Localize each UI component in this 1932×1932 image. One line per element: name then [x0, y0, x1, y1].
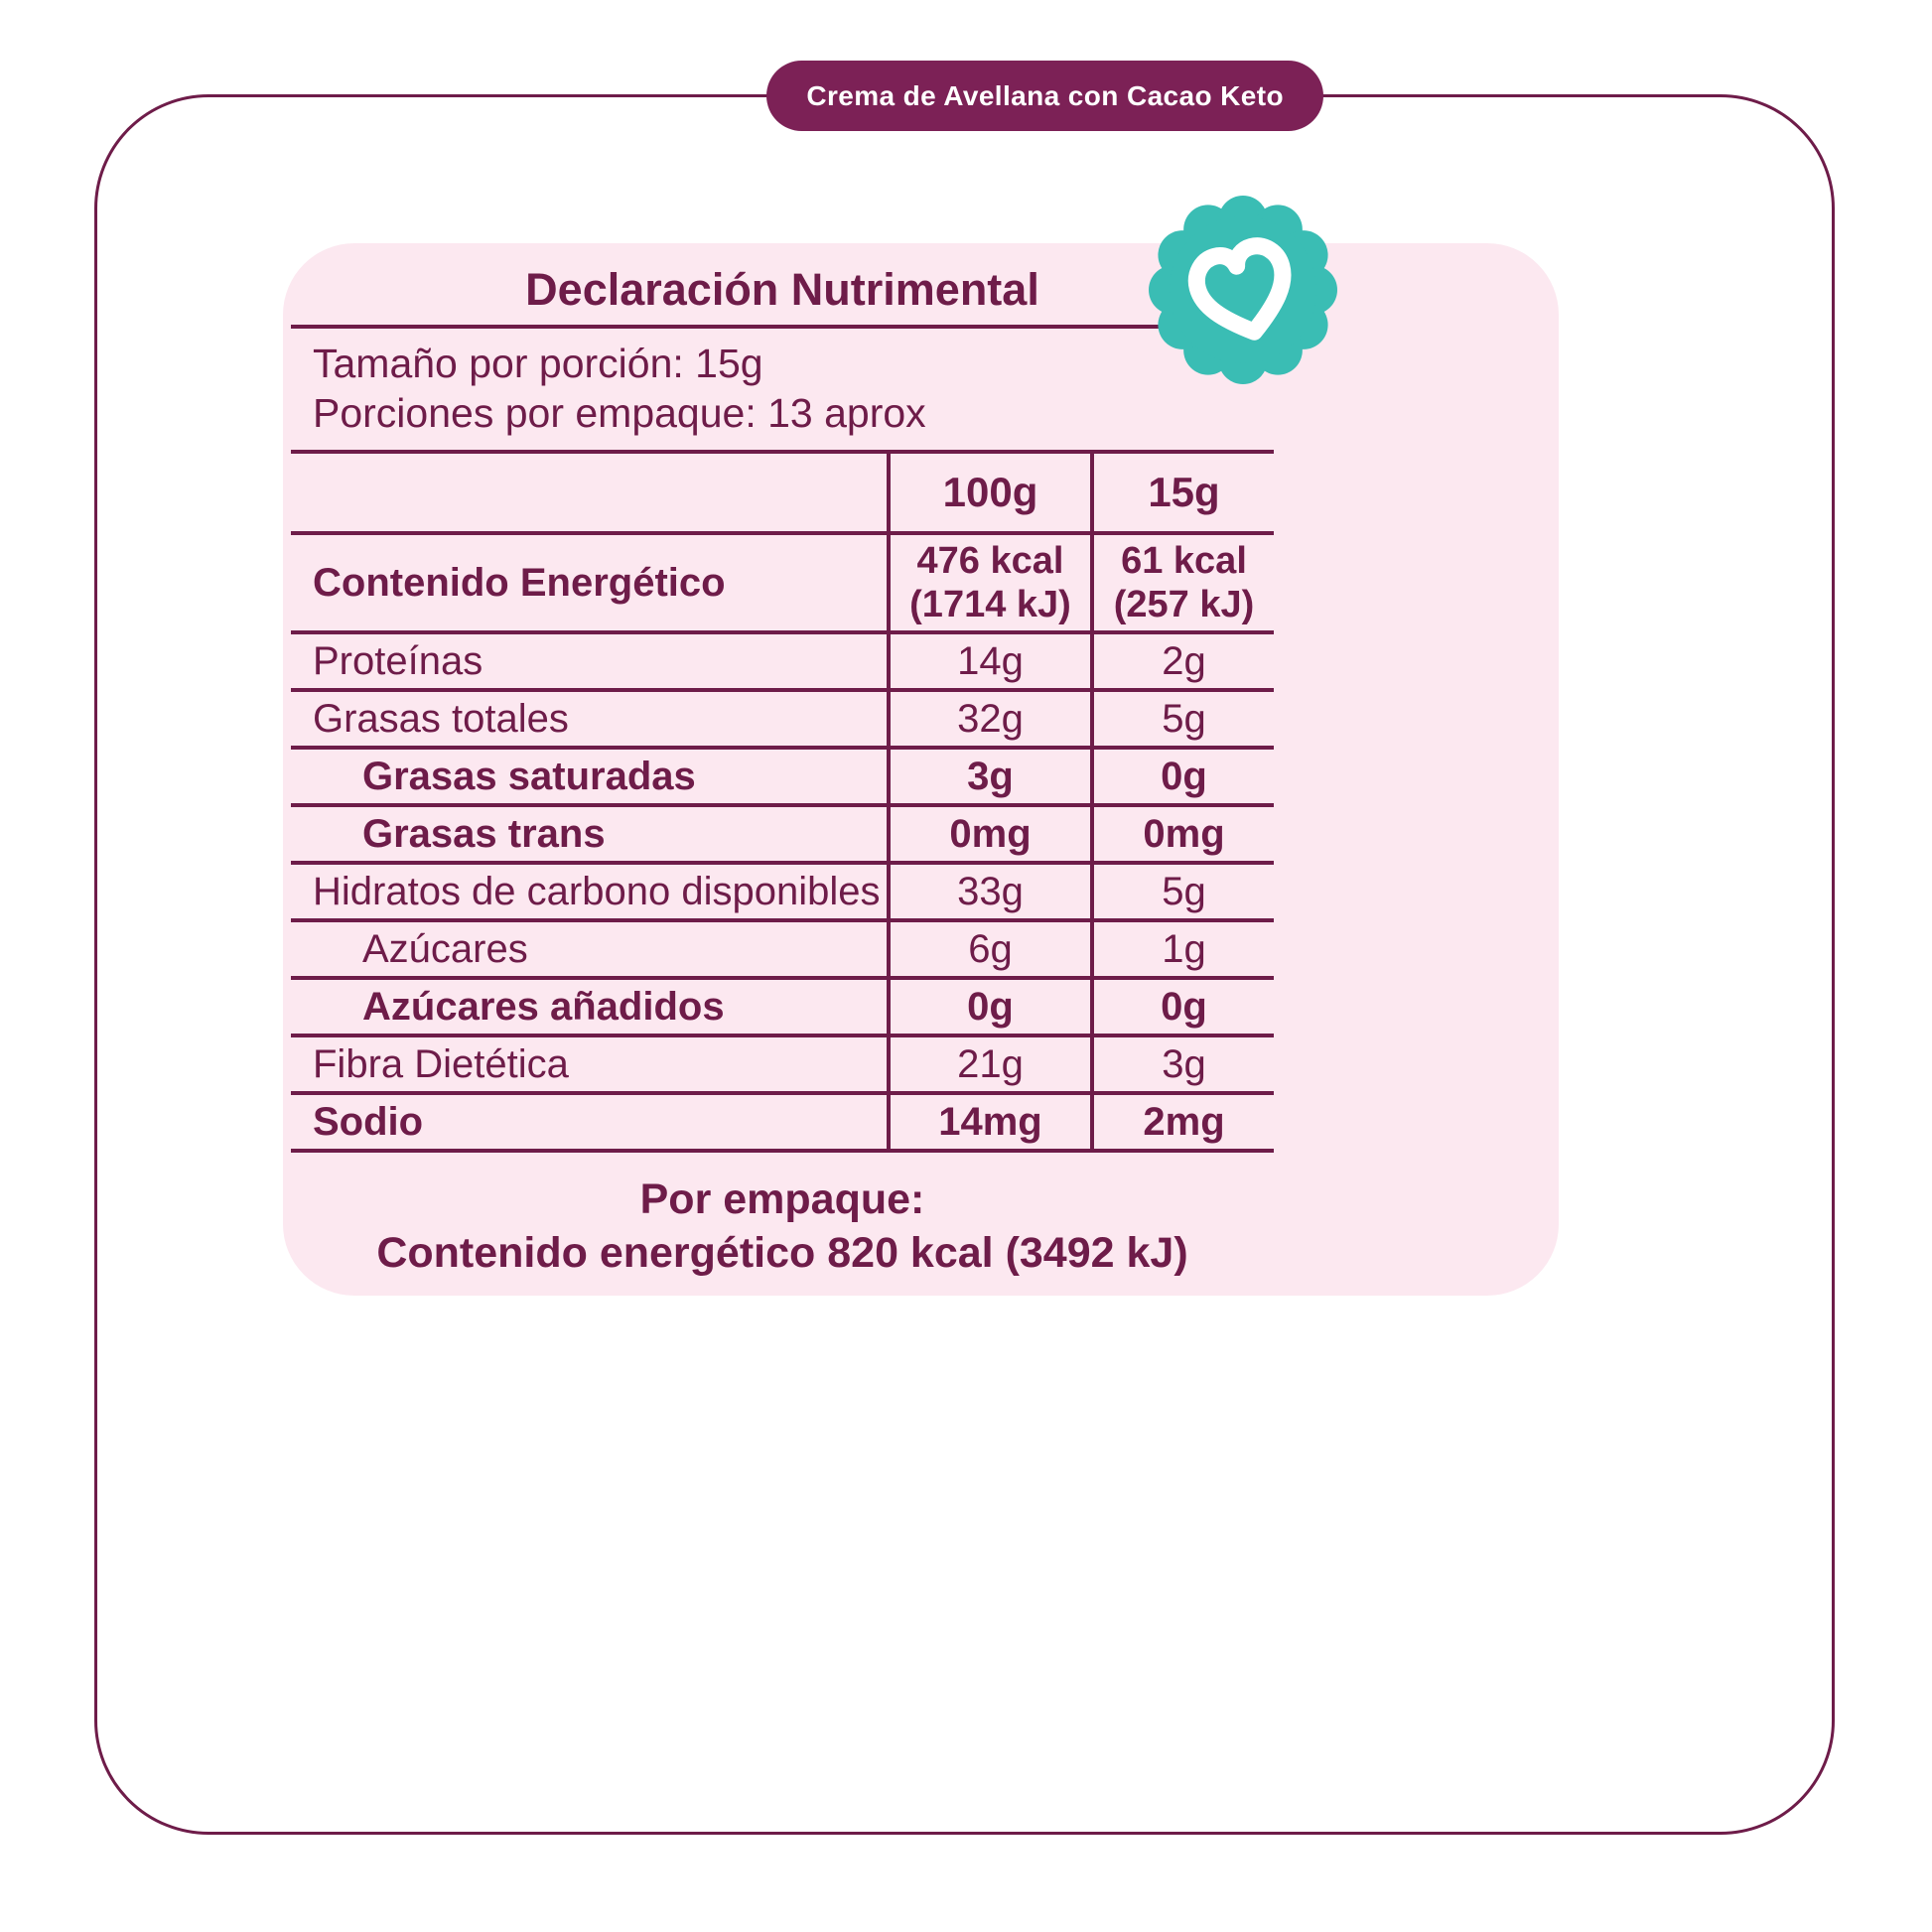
- serving-size-text: Tamaño por porción: 15g: [313, 341, 763, 386]
- row-label: Sodio: [313, 1099, 424, 1144]
- table-row: Grasas saturadas 3g 0g: [291, 750, 1274, 807]
- table-row: Grasas totales 32g 5g: [291, 692, 1274, 750]
- table-row: Contenido Energético 476 kcal (1714 kJ) …: [291, 535, 1274, 634]
- header-empty-cell: [291, 454, 887, 531]
- row-value-15g: 5g: [1090, 692, 1274, 746]
- row-value-15g: 3g: [1090, 1037, 1274, 1091]
- nutrition-table: 100g 15g Contenido Energético 476 kcal (…: [291, 454, 1274, 1153]
- row-label: Grasas saturadas: [362, 754, 696, 798]
- row-value-100g: 14g: [887, 634, 1090, 688]
- table-row: Sodio 14mg 2mg: [291, 1095, 1274, 1153]
- row-value-100g: 0g: [887, 980, 1090, 1034]
- row-value-100g: 32g: [887, 692, 1090, 746]
- row-label: Hidratos de carbono disponibles: [313, 869, 881, 913]
- row-label: Azúcares añadidos: [362, 984, 725, 1029]
- table-row: Azúcares 6g 1g: [291, 922, 1274, 980]
- row-label: Proteínas: [313, 638, 483, 683]
- row-label: Fibra Dietética: [313, 1041, 569, 1086]
- card-title: Declaración Nutrimental: [291, 243, 1274, 329]
- per-package-label: Por empaque:: [639, 1175, 925, 1223]
- table-header-row: 100g 15g: [291, 454, 1274, 535]
- row-label: Grasas trans: [362, 811, 606, 856]
- row-value-100g: 14mg: [887, 1095, 1090, 1149]
- table-row: Proteínas 14g 2g: [291, 634, 1274, 692]
- row-value-15g: 5g: [1090, 865, 1274, 918]
- row-value-100g: 3g: [887, 750, 1090, 803]
- row-value-100g: 476 kcal (1714 kJ): [887, 535, 1090, 630]
- table-row: Fibra Dietética 21g 3g: [291, 1037, 1274, 1095]
- row-value-15g: 0mg: [1090, 807, 1274, 861]
- row-value-15g: 1g: [1090, 922, 1274, 976]
- row-value-15g: 2mg: [1090, 1095, 1274, 1149]
- heart-seal-icon: [1149, 196, 1337, 384]
- row-value-15g: 2g: [1090, 634, 1274, 688]
- table-row: Azúcares añadidos 0g 0g: [291, 980, 1274, 1037]
- row-value-100g: 6g: [887, 922, 1090, 976]
- table-row: Hidratos de carbono disponibles 33g 5g: [291, 865, 1274, 922]
- serving-info: Tamaño por porción: 15g Porciones por em…: [291, 329, 1274, 454]
- column-header-100g: 100g: [887, 454, 1090, 531]
- row-label: Grasas totales: [313, 696, 569, 741]
- per-package-summary: Por empaque: Contenido energético 820 kc…: [291, 1173, 1274, 1280]
- row-value-100g: 33g: [887, 865, 1090, 918]
- row-value-100g: 21g: [887, 1037, 1090, 1091]
- row-label: Contenido Energético: [313, 560, 726, 605]
- nutrition-content: Declaración Nutrimental Tamaño por porci…: [291, 243, 1274, 1280]
- row-value-100g: 0mg: [887, 807, 1090, 861]
- per-package-energy: Contenido energético 820 kcal (3492 kJ): [376, 1229, 1188, 1277]
- nutrition-card: [283, 243, 1559, 1296]
- product-name-pill: Crema de Avellana con Cacao Keto: [766, 61, 1323, 131]
- product-name: Crema de Avellana con Cacao Keto: [806, 79, 1284, 111]
- table-row: Grasas trans 0mg 0mg: [291, 807, 1274, 865]
- row-value-15g: 61 kcal (257 kJ): [1090, 535, 1274, 630]
- row-value-15g: 0g: [1090, 750, 1274, 803]
- row-value-15g: 0g: [1090, 980, 1274, 1034]
- servings-per-pack-text: Porciones por empaque: 13 aprox: [313, 390, 926, 436]
- column-header-15g: 15g: [1090, 454, 1274, 531]
- row-label: Azúcares: [362, 926, 528, 971]
